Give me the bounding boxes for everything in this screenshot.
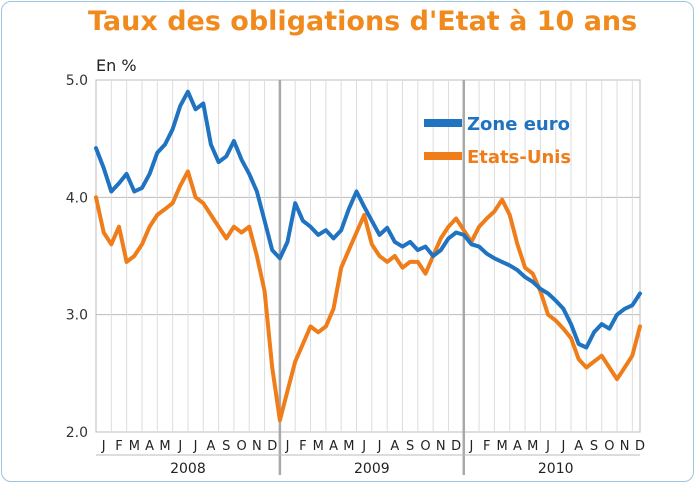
y-tick-label: 3.0 xyxy=(66,308,88,324)
month-label: F xyxy=(299,439,306,454)
month-label: J xyxy=(560,439,565,454)
series-line-etats-unis xyxy=(94,169,642,423)
month-label: M xyxy=(129,439,140,454)
month-label: J xyxy=(101,439,106,454)
month-label: D xyxy=(267,439,277,454)
y-tick-label: 2.0 xyxy=(66,425,88,441)
month-label: A xyxy=(574,439,583,454)
series-lines xyxy=(94,89,642,423)
month-label: J xyxy=(193,439,198,454)
month-label: J xyxy=(545,439,550,454)
month-label: M xyxy=(159,439,170,454)
month-label: D xyxy=(451,439,461,454)
legend: Zone euro Etats-Unis xyxy=(424,114,571,168)
month-label: F xyxy=(483,439,490,454)
month-label: J xyxy=(177,439,182,454)
month-label: A xyxy=(390,439,399,454)
month-label: N xyxy=(252,439,262,454)
month-label: O xyxy=(420,439,430,454)
y-tick-label: 5.0 xyxy=(66,73,88,89)
month-label: M xyxy=(496,439,507,454)
month-label: A xyxy=(513,439,522,454)
month-label: J xyxy=(361,439,366,454)
month-label: J xyxy=(377,439,382,454)
month-label: F xyxy=(115,439,122,454)
month-label: O xyxy=(604,439,614,454)
month-label: J xyxy=(469,439,474,454)
y-axis-ticks: 2.0 3.0 4.0 5.0 xyxy=(66,73,88,441)
month-label: M xyxy=(343,439,354,454)
month-label: J xyxy=(285,439,290,454)
month-label: A xyxy=(206,439,215,454)
month-label: S xyxy=(406,439,414,454)
y-axis-unit-label: En % xyxy=(96,56,137,75)
month-label: D xyxy=(635,439,645,454)
month-label: M xyxy=(313,439,324,454)
month-label: N xyxy=(436,439,446,454)
month-label: A xyxy=(329,439,338,454)
year-label: 2009 xyxy=(354,461,390,477)
month-label: N xyxy=(620,439,630,454)
month-label: M xyxy=(527,439,538,454)
year-label: 2008 xyxy=(170,461,206,477)
legend-label-zone-euro: Zone euro xyxy=(467,114,570,135)
month-label: S xyxy=(590,439,598,454)
chart-title: Taux des obligations d'Etat à 10 ans xyxy=(88,6,638,37)
x-axis-year-labels: 2008 2009 2010 xyxy=(170,461,573,477)
month-label: S xyxy=(222,439,230,454)
y-tick-label: 4.0 xyxy=(66,190,88,206)
month-label: A xyxy=(145,439,154,454)
month-label: O xyxy=(236,439,246,454)
series-line-zone-euro xyxy=(94,89,642,350)
grid xyxy=(95,79,641,475)
year-label: 2010 xyxy=(538,461,574,477)
legend-label-etats-unis: Etats-Unis xyxy=(467,147,571,168)
